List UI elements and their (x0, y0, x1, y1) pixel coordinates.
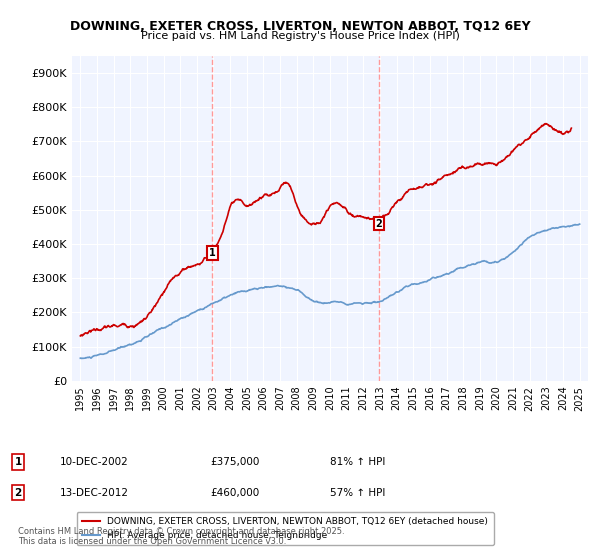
Text: Contains HM Land Registry data © Crown copyright and database right 2025.
This d: Contains HM Land Registry data © Crown c… (18, 526, 344, 546)
Text: 1: 1 (209, 248, 216, 258)
Text: £460,000: £460,000 (210, 488, 259, 498)
Text: 1: 1 (14, 457, 22, 467)
Text: DOWNING, EXETER CROSS, LIVERTON, NEWTON ABBOT, TQ12 6EY: DOWNING, EXETER CROSS, LIVERTON, NEWTON … (70, 20, 530, 32)
Legend: DOWNING, EXETER CROSS, LIVERTON, NEWTON ABBOT, TQ12 6EY (detached house), HPI: A: DOWNING, EXETER CROSS, LIVERTON, NEWTON … (77, 512, 493, 545)
Text: 57% ↑ HPI: 57% ↑ HPI (330, 488, 385, 498)
Text: 10-DEC-2002: 10-DEC-2002 (60, 457, 129, 467)
Text: 13-DEC-2012: 13-DEC-2012 (60, 488, 129, 498)
Text: £375,000: £375,000 (210, 457, 259, 467)
Text: Price paid vs. HM Land Registry's House Price Index (HPI): Price paid vs. HM Land Registry's House … (140, 31, 460, 41)
Text: 2: 2 (14, 488, 22, 498)
Text: 2: 2 (376, 218, 382, 228)
Text: 81% ↑ HPI: 81% ↑ HPI (330, 457, 385, 467)
